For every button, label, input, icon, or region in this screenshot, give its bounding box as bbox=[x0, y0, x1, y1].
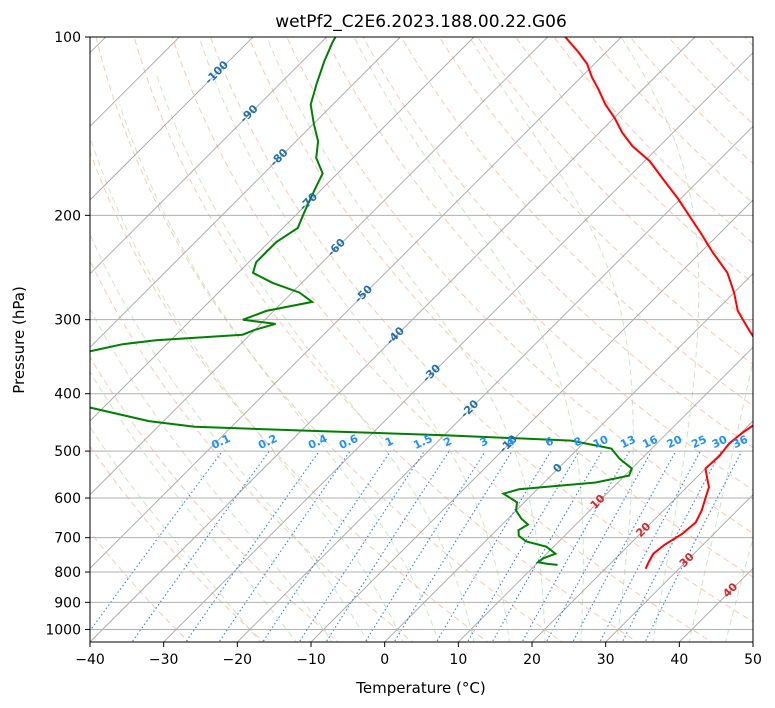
isotherm-line bbox=[236, 125, 753, 642]
dry-adiabat bbox=[476, 37, 753, 325]
y-tick-label: 800 bbox=[54, 565, 81, 581]
mixing-ratio-label: 20 bbox=[665, 433, 685, 451]
profile-series bbox=[90, 37, 753, 570]
y-tick-label: 400 bbox=[54, 387, 81, 403]
dry-adiabat bbox=[133, 37, 638, 642]
mixing-ratio-label: 16 bbox=[640, 433, 660, 451]
moist-adiabat bbox=[119, 104, 440, 642]
isotherm-line bbox=[90, 37, 696, 642]
dry-adiabat bbox=[90, 356, 340, 642]
mixing-ratio-label: 10 bbox=[591, 433, 611, 451]
mixing-ratio-line bbox=[599, 450, 701, 642]
isotherm-line bbox=[90, 37, 475, 422]
moist-adiabat bbox=[90, 426, 261, 642]
mixing-ratio-line bbox=[621, 450, 722, 642]
y-tick-label: 300 bbox=[54, 313, 81, 329]
dry-adiabat bbox=[90, 259, 414, 642]
mixing-ratio-line bbox=[131, 450, 270, 642]
x-tick-label: −40 bbox=[75, 652, 105, 668]
y-tick-label: 500 bbox=[54, 444, 81, 460]
x-tick-label: −30 bbox=[149, 652, 179, 668]
isotherm-line bbox=[310, 199, 753, 642]
moist-adiabat bbox=[90, 232, 369, 642]
mixing-ratio-line bbox=[466, 450, 580, 642]
y-tick-label: 600 bbox=[54, 491, 81, 507]
moist-adiabat bbox=[90, 370, 297, 642]
y-axis-label: Pressure (hPa) bbox=[10, 286, 28, 394]
mixing-ratio-line bbox=[185, 450, 320, 642]
y-tick-label: 200 bbox=[54, 208, 81, 224]
mixing-ratio-line bbox=[572, 450, 677, 642]
x-axis: −40 −30 −20 −10 0 10 20 30 40 50 bbox=[75, 642, 762, 668]
x-tick-label: −20 bbox=[223, 652, 253, 668]
mixing-ratio-line bbox=[325, 450, 450, 642]
dry-adiabat bbox=[629, 37, 753, 165]
isotherm-line bbox=[90, 37, 623, 570]
isotherm-line bbox=[90, 37, 254, 201]
y-tick-label: 700 bbox=[54, 531, 81, 547]
isotherm-line bbox=[90, 37, 402, 349]
dry-adiabat bbox=[90, 150, 489, 642]
isobar-gridlines bbox=[90, 37, 753, 630]
x-tick-label: 0 bbox=[380, 652, 389, 668]
x-axis-label: Temperature (°C) bbox=[355, 679, 485, 697]
isotherm-line bbox=[90, 37, 328, 275]
x-tick-label: 20 bbox=[523, 652, 541, 668]
isotherm-line bbox=[531, 420, 753, 642]
moist-adiabat bbox=[90, 308, 333, 642]
mixing-ratio-label: 25 bbox=[689, 433, 708, 451]
isotherm-line bbox=[90, 37, 549, 496]
moist-adiabat bbox=[155, 72, 475, 642]
dry-adiabat bbox=[400, 37, 753, 407]
x-tick-label: 30 bbox=[597, 652, 615, 668]
mixing-ratio-line bbox=[298, 450, 425, 642]
x-tick-label: −10 bbox=[296, 652, 326, 668]
dry-adiabat bbox=[90, 445, 265, 642]
x-tick-label: 10 bbox=[449, 652, 467, 668]
isotherm-line bbox=[162, 51, 753, 642]
x-tick-label: 40 bbox=[670, 652, 688, 668]
mixing-ratio-label: 30 bbox=[710, 433, 730, 451]
mixing-ratio-line bbox=[393, 450, 513, 642]
temperature-profile bbox=[564, 37, 753, 570]
y-tick-label: 900 bbox=[54, 595, 81, 611]
dry-adiabat bbox=[438, 37, 753, 366]
dry-adiabat bbox=[553, 37, 753, 244]
dry-adiabat bbox=[591, 37, 753, 204]
mixing-ratio-label: 36 bbox=[731, 433, 751, 451]
dry-adiabat bbox=[324, 37, 753, 491]
isotherm-line bbox=[604, 493, 753, 642]
mixing-ratio-line bbox=[90, 450, 223, 632]
dry-adiabat bbox=[286, 37, 753, 534]
mixing-ratio-label: 13 bbox=[618, 433, 637, 451]
chart-title: wetPf2_C2E6.2023.188.00.22.G06 bbox=[275, 12, 567, 32]
y-axis: 100 200 300 400 500 600 700 800 900 1000 bbox=[45, 30, 90, 638]
isotherm-line bbox=[457, 346, 753, 642]
dry-adiabat bbox=[362, 37, 753, 449]
x-tick-label: 50 bbox=[744, 652, 762, 668]
y-tick-label: 100 bbox=[54, 30, 81, 46]
dewpoint-profile bbox=[90, 37, 633, 566]
isotherm-line bbox=[383, 272, 753, 642]
mixing-ratio-line bbox=[218, 450, 351, 642]
y-tick-label: 1000 bbox=[45, 622, 81, 638]
plot-frame bbox=[89, 36, 754, 643]
dry-adiabat bbox=[171, 37, 713, 642]
dry-adiabat bbox=[248, 37, 753, 578]
moist-adiabat bbox=[90, 135, 404, 642]
mixing-ratio-line bbox=[364, 450, 486, 642]
mixing-ratio-line bbox=[262, 450, 392, 642]
